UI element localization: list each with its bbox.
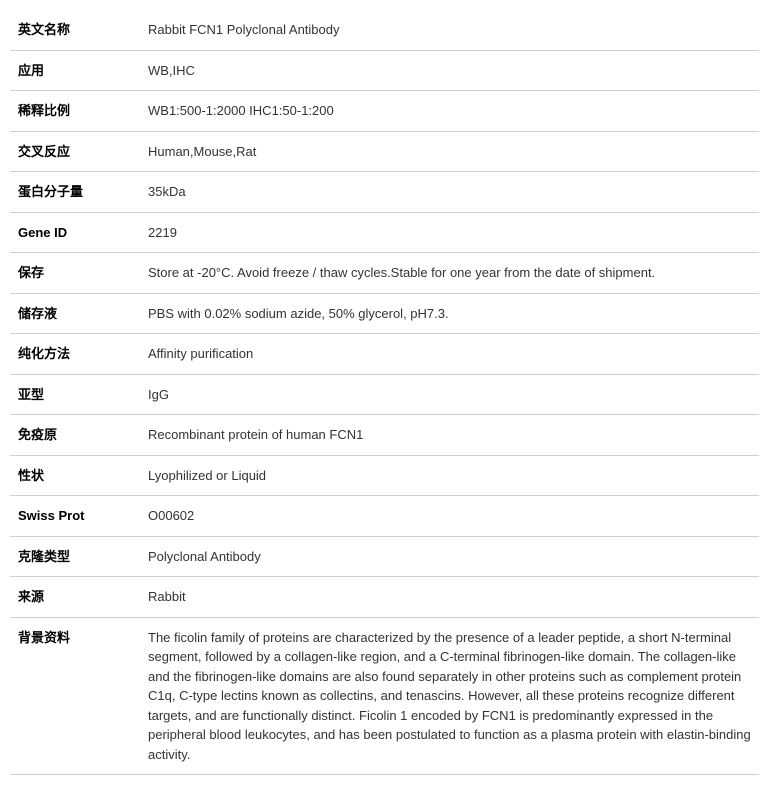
row-value: Rabbit [140, 577, 759, 618]
row-value: Rabbit FCN1 Polyclonal Antibody [140, 10, 759, 50]
row-value: Store at -20°C. Avoid freeze / thaw cycl… [140, 253, 759, 294]
row-value: 2219 [140, 212, 759, 253]
table-row: 交叉反应Human,Mouse,Rat [10, 131, 759, 172]
table-row: 亚型IgG [10, 374, 759, 415]
table-row: 纯化方法Affinity purification [10, 334, 759, 375]
table-body: 英文名称Rabbit FCN1 Polyclonal Antibody应用WB,… [10, 10, 759, 775]
row-label: Swiss Prot [10, 496, 140, 537]
table-row: 蛋白分子量35kDa [10, 172, 759, 213]
row-value: Polyclonal Antibody [140, 536, 759, 577]
table-row: Swiss ProtO00602 [10, 496, 759, 537]
row-value: WB,IHC [140, 50, 759, 91]
product-spec-table: 英文名称Rabbit FCN1 Polyclonal Antibody应用WB,… [10, 10, 759, 775]
row-value: WB1:500-1:2000 IHC1:50-1:200 [140, 91, 759, 132]
row-value: IgG [140, 374, 759, 415]
row-label: 稀释比例 [10, 91, 140, 132]
row-label: Gene ID [10, 212, 140, 253]
row-label: 交叉反应 [10, 131, 140, 172]
table-row: 英文名称Rabbit FCN1 Polyclonal Antibody [10, 10, 759, 50]
row-label: 应用 [10, 50, 140, 91]
table-row: 稀释比例WB1:500-1:2000 IHC1:50-1:200 [10, 91, 759, 132]
row-value: Affinity purification [140, 334, 759, 375]
table-row: 背景资料The ficolin family of proteins are c… [10, 617, 759, 775]
row-label: 性状 [10, 455, 140, 496]
row-value: O00602 [140, 496, 759, 537]
table-row: 克隆类型Polyclonal Antibody [10, 536, 759, 577]
row-value: The ficolin family of proteins are chara… [140, 617, 759, 775]
row-label: 来源 [10, 577, 140, 618]
table-row: 性状Lyophilized or Liquid [10, 455, 759, 496]
table-row: 保存Store at -20°C. Avoid freeze / thaw cy… [10, 253, 759, 294]
row-label: 免疫原 [10, 415, 140, 456]
row-label: 英文名称 [10, 10, 140, 50]
table-row: 免疫原Recombinant protein of human FCN1 [10, 415, 759, 456]
row-value: Human,Mouse,Rat [140, 131, 759, 172]
row-value: PBS with 0.02% sodium azide, 50% glycero… [140, 293, 759, 334]
row-label: 保存 [10, 253, 140, 294]
row-value: 35kDa [140, 172, 759, 213]
row-value: Recombinant protein of human FCN1 [140, 415, 759, 456]
row-label: 克隆类型 [10, 536, 140, 577]
table-row: Gene ID2219 [10, 212, 759, 253]
table-row: 来源Rabbit [10, 577, 759, 618]
row-label: 背景资料 [10, 617, 140, 775]
row-label: 储存液 [10, 293, 140, 334]
table-row: 储存液PBS with 0.02% sodium azide, 50% glyc… [10, 293, 759, 334]
row-value: Lyophilized or Liquid [140, 455, 759, 496]
row-label: 亚型 [10, 374, 140, 415]
table-row: 应用WB,IHC [10, 50, 759, 91]
row-label: 蛋白分子量 [10, 172, 140, 213]
row-label: 纯化方法 [10, 334, 140, 375]
